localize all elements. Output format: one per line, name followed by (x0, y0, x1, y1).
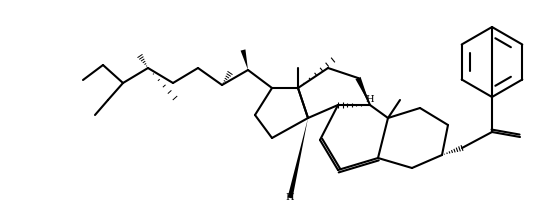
Polygon shape (241, 50, 248, 70)
Polygon shape (288, 118, 308, 198)
Polygon shape (355, 77, 370, 105)
Text: H: H (285, 194, 294, 202)
Text: H: H (366, 95, 374, 105)
